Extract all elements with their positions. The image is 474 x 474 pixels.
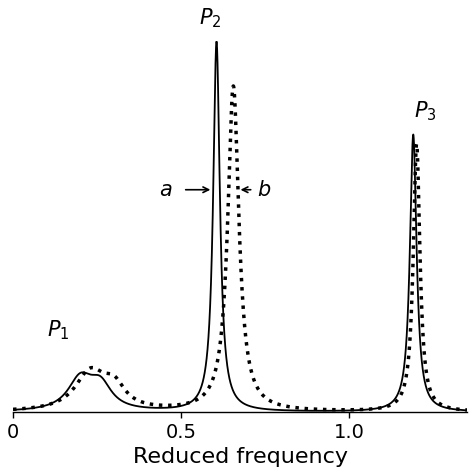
X-axis label: Reduced frequency: Reduced frequency	[133, 447, 347, 467]
Text: $b$: $b$	[257, 180, 271, 200]
Text: $P_3$: $P_3$	[414, 100, 437, 123]
Text: $P_1$: $P_1$	[47, 318, 70, 342]
Text: $a$: $a$	[159, 180, 173, 200]
Text: $P_2$: $P_2$	[199, 7, 221, 30]
